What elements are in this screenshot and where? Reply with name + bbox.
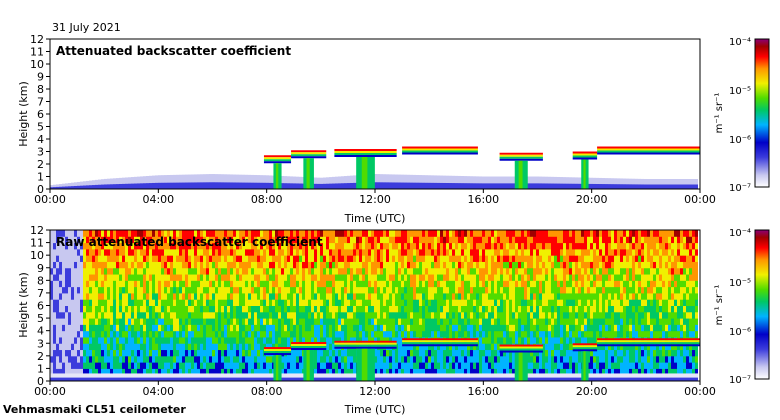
y-tick-label: 8: [37, 83, 44, 96]
y-tick-label: 11: [30, 237, 44, 250]
colorbar-tick-label: 10⁻⁷: [729, 375, 751, 386]
x-axis-label: Time (UTC): [344, 403, 406, 416]
x-tick-label: 04:00: [142, 385, 174, 398]
colorbar-tick-label: 10⁻⁷: [729, 183, 751, 194]
y-tick-label: 3: [37, 146, 44, 159]
cloud-layer: [572, 343, 598, 381]
heatmap-layer: [50, 146, 700, 189]
x-tick-label: 00:00: [684, 385, 716, 398]
y-tick-label: 0: [37, 375, 44, 388]
x-tick-label: 20:00: [576, 193, 608, 206]
y-tick-label: 9: [37, 262, 44, 275]
y-tick-label: 10: [30, 58, 44, 71]
y-tick-label: 9: [37, 71, 44, 84]
y-axis-label: Height (km): [17, 272, 30, 338]
y-tick-label: 1: [37, 362, 44, 375]
cloud-layer: [334, 149, 397, 189]
y-tick-label: 10: [30, 249, 44, 262]
x-tick-label: 08:00: [251, 385, 283, 398]
cloud-layer: [499, 152, 543, 189]
y-tick-label: 12: [30, 224, 44, 237]
colorbar-gradient: [754, 38, 770, 188]
colorbar-tick-label: 10⁻⁵: [729, 278, 751, 289]
x-tick-label: 20:00: [576, 385, 608, 398]
cloud-layer: [597, 146, 700, 155]
y-tick-label: 7: [37, 287, 44, 300]
x-tick-label: 08:00: [251, 193, 283, 206]
x-tick-label: 16:00: [467, 385, 499, 398]
x-tick-label: 16:00: [467, 193, 499, 206]
x-tick-label: 00:00: [684, 193, 716, 206]
cloud-layer: [597, 338, 700, 347]
y-tick-label: 7: [37, 96, 44, 109]
cloud-layer: [402, 146, 478, 155]
plot-area: [50, 39, 700, 189]
colorbar-tick-label: 10⁻⁶: [729, 135, 751, 146]
colorbar-unit-label: m⁻¹ sr⁻¹: [714, 285, 725, 326]
x-tick-label: 00:00: [34, 193, 66, 206]
colorbar-top: 10⁻⁴ 10⁻⁵ 10⁻⁶ 10⁻⁷ m⁻¹ sr⁻¹: [714, 37, 770, 194]
y-tick-label: 2: [37, 158, 44, 171]
cloud-layer: [572, 151, 598, 189]
y-tick-label: 0: [37, 183, 44, 196]
y-tick-label: 1: [37, 171, 44, 184]
colorbar-tick-label: 10⁻⁴: [729, 228, 751, 239]
x-tick-label: 00:00: [34, 385, 66, 398]
panel-raw-attenuated-backscatter: Raw attenuated backscatter coefficient 0…: [17, 224, 716, 416]
y-tick-label: 5: [37, 121, 44, 134]
colorbar-tick-label: 10⁻⁶: [729, 327, 751, 338]
cloud-layer: [499, 344, 543, 381]
x-axis-label: Time (UTC): [344, 212, 406, 225]
y-tick-label: 12: [30, 33, 44, 46]
y-tick-label: 6: [37, 300, 44, 313]
instrument-label: Vehmasmaki CL51 ceilometer: [3, 403, 186, 416]
x-tick-label: 04:00: [142, 193, 174, 206]
y-tick-label: 4: [37, 325, 44, 338]
colorbar-tick-label: 10⁻⁴: [729, 37, 751, 48]
panel-attenuated-backscatter: Attenuated backscatter coefficient 01234…: [17, 33, 716, 225]
x-axis-ticks: 00:00 04:00 08:00 12:00 16:00 20:00 00:00: [34, 189, 716, 206]
colorbar-tick-label: 10⁻⁵: [729, 86, 751, 97]
x-axis-ticks: 00:00 04:00 08:00 12:00 16:00 20:00 00:00: [34, 381, 716, 398]
cloud-layer: [263, 155, 292, 189]
x-tick-label: 12:00: [359, 385, 391, 398]
cloud-layer: [334, 340, 397, 381]
cloud-layer: [291, 342, 327, 381]
cloud-layer: [402, 338, 478, 347]
heatmap-layer: [50, 230, 700, 382]
y-axis-label: Height (km): [17, 81, 30, 147]
y-tick-label: 11: [30, 46, 44, 59]
y-tick-label: 2: [37, 350, 44, 363]
panel-title: Attenuated backscatter coefficient: [56, 44, 291, 58]
y-tick-label: 8: [37, 274, 44, 287]
colorbar-bottom: 10⁻⁴ 10⁻⁵ 10⁻⁶ 10⁻⁷ m⁻¹ sr⁻¹: [714, 228, 770, 386]
x-tick-label: 12:00: [359, 193, 391, 206]
date-label: 31 July 2021: [52, 21, 121, 34]
y-tick-label: 6: [37, 108, 44, 121]
colorbar-unit-label: m⁻¹ sr⁻¹: [714, 93, 725, 134]
panel-title: Raw attenuated backscatter coefficient: [56, 235, 323, 249]
y-tick-label: 3: [37, 337, 44, 350]
y-tick-label: 5: [37, 312, 44, 325]
colorbar-gradient: [754, 229, 770, 380]
cloud-layer: [291, 150, 327, 189]
cloud-layer: [263, 347, 292, 381]
y-tick-label: 4: [37, 133, 44, 146]
